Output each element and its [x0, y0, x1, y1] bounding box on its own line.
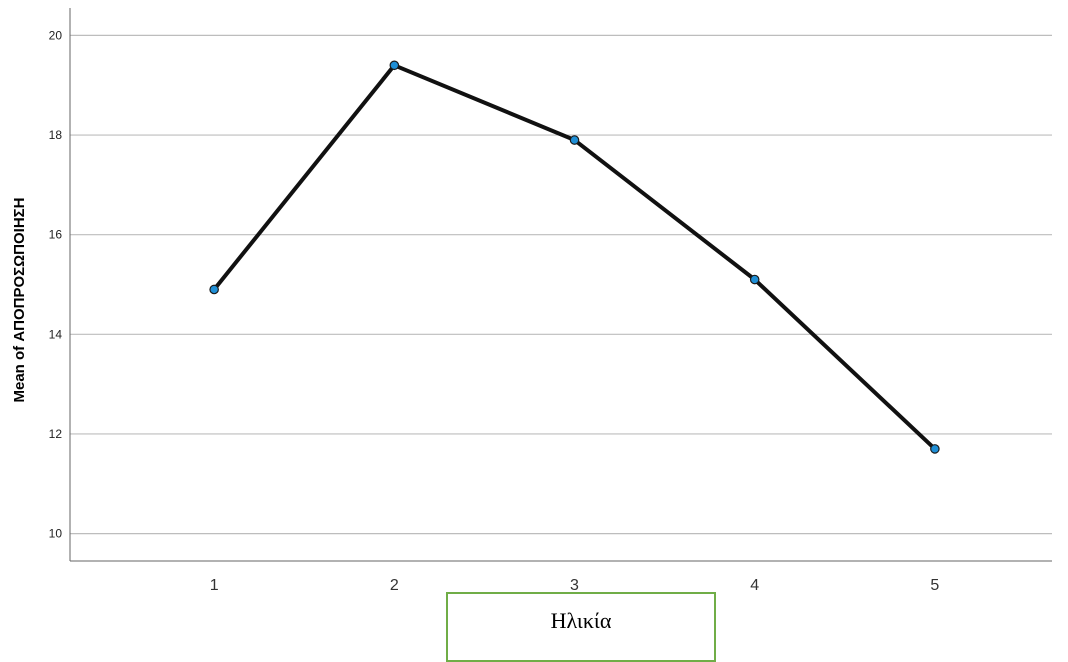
y-tick-label: 16: [49, 228, 63, 242]
series-line: [212, 63, 937, 451]
y-axis-label: Mean of ΑΠΟΠΡΟΣΩΠΟΙΗΣΗ: [11, 197, 28, 402]
series-line-path: [212, 63, 937, 451]
x-tick-label: 4: [750, 577, 759, 594]
axes: [69, 8, 1052, 562]
x-tick-label: 2: [390, 577, 399, 594]
y-tick-label: 10: [49, 527, 63, 541]
y-tick-label: 18: [49, 128, 63, 142]
y-tick-label: 20: [49, 28, 63, 42]
data-point: [389, 60, 400, 71]
x-tick-label: 1: [210, 577, 219, 594]
x-tick-labels: 1 2 3 4 5: [210, 577, 940, 594]
y-tick-labels: 10 12 14 16 18 20: [49, 28, 63, 540]
data-point: [569, 135, 580, 145]
x-axis-label-text: Ηλικία: [550, 608, 612, 633]
y-tick-label: 14: [49, 327, 63, 341]
data-point: [209, 284, 219, 295]
x-tick-label: 3: [570, 577, 579, 594]
data-points: [209, 60, 940, 454]
y-tick-label: 12: [49, 427, 63, 441]
x-tick-label: 5: [930, 577, 939, 594]
data-point: [930, 444, 940, 454]
data-point: [749, 274, 760, 285]
x-axis-label: Ηλικία: [446, 592, 716, 662]
